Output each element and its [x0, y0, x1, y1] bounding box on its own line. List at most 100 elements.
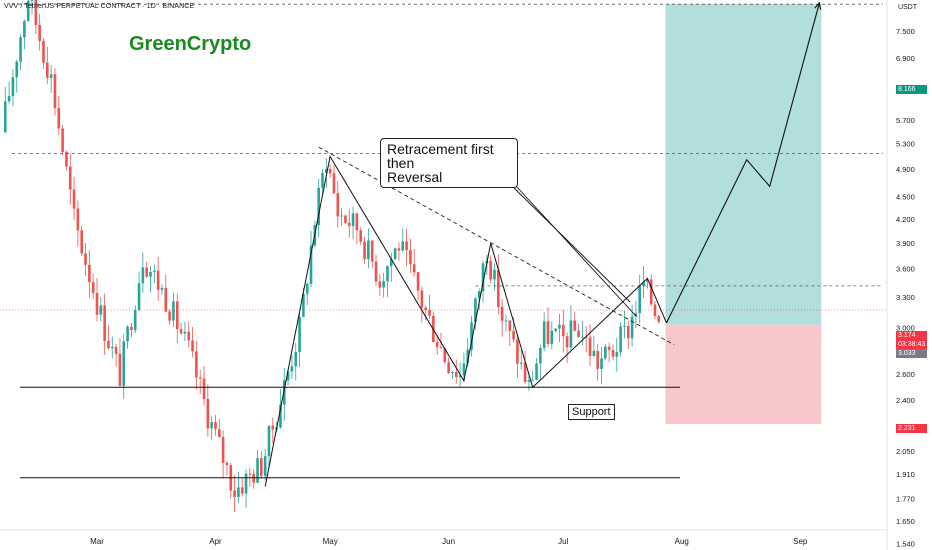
candle-body [600, 358, 603, 369]
time-tick-label: Aug [675, 537, 689, 546]
candle-body [76, 208, 80, 231]
candle-body [156, 270, 160, 290]
candle-body [542, 321, 546, 348]
candle-body [15, 61, 19, 78]
candle-body [462, 363, 466, 376]
candle-body [497, 269, 500, 307]
candle-body [57, 108, 61, 129]
candle-body [187, 331, 191, 341]
candle-body [374, 261, 378, 282]
candle-body [114, 346, 118, 354]
candle-body [397, 248, 401, 251]
candle-body [30, 0, 34, 1]
candle-body [133, 310, 137, 331]
candle-body [504, 320, 508, 322]
candle-body [137, 283, 141, 311]
candle-body [168, 311, 171, 321]
candle-body [183, 331, 187, 334]
candle-body [344, 215, 347, 223]
time-tick-label: Apr [209, 537, 222, 546]
candle-body [130, 326, 133, 331]
candle-body [49, 74, 53, 78]
candle-body [95, 293, 99, 315]
candle-body [649, 279, 653, 305]
candle-body [523, 362, 527, 382]
candle-body [153, 270, 156, 272]
candle-body [233, 490, 236, 497]
time-tick-label: Jun [442, 537, 455, 546]
candle-body [267, 425, 271, 457]
candle-body [46, 62, 49, 78]
candle-body [550, 330, 554, 344]
price-tick-label: 5.300 [896, 140, 915, 149]
candle-body [84, 253, 87, 265]
candle-body [42, 40, 45, 63]
target-price-label: 8.166 [896, 85, 927, 94]
candle-body [214, 422, 217, 430]
candle-body [604, 346, 607, 359]
candle-body [110, 346, 114, 349]
candle-body [19, 37, 22, 62]
candle-body [638, 286, 642, 314]
candle-body [122, 341, 126, 386]
candle-body [218, 429, 221, 438]
candle-body [443, 348, 447, 363]
candle-body [653, 304, 657, 316]
stop-price-label: 2.231 [896, 424, 927, 433]
candlestick-series [3, 0, 661, 512]
candle-body [370, 240, 374, 262]
projection-arrow-head [814, 1, 822, 10]
candle-body [347, 222, 351, 227]
price-tick-label: 3.300 [896, 293, 915, 302]
candle-body [118, 353, 122, 386]
candle-body [546, 321, 550, 344]
candle-body [588, 337, 592, 356]
candle-body [500, 306, 504, 321]
candle-body [149, 271, 152, 277]
candle-body [336, 193, 340, 217]
candle-body [412, 264, 416, 273]
candle-body [237, 487, 240, 497]
candle-body [34, 0, 38, 26]
candle-body [466, 349, 470, 364]
support-label[interactable]: Support [568, 404, 615, 420]
callout-leader-line [511, 185, 631, 303]
candle-body [53, 74, 57, 109]
candle-body [72, 189, 76, 209]
candle-body [454, 372, 458, 378]
drawing-lines [0, 1, 887, 487]
price-tick-label: 1.650 [896, 517, 915, 526]
candle-body [389, 259, 393, 267]
candle-body [569, 320, 573, 348]
candle-body [191, 340, 194, 352]
candle-body [202, 378, 206, 400]
candle-body [103, 305, 106, 341]
candle-body [646, 279, 649, 282]
candle-body [290, 366, 294, 372]
price-tick-label: 6.900 [896, 54, 915, 63]
candle-body [409, 250, 412, 265]
candle-body [175, 301, 179, 330]
candle-body [244, 473, 248, 494]
candle-body [279, 404, 282, 428]
candle-body [581, 336, 584, 338]
candle-body [623, 325, 626, 327]
candle-body [351, 213, 355, 227]
callout-note[interactable]: Retracement first then Reversal [380, 138, 518, 188]
candle-body [107, 340, 110, 349]
price-tick-label: 4.200 [896, 215, 915, 224]
candle-body [626, 325, 630, 339]
candle-body [99, 305, 103, 315]
candle-body [11, 77, 15, 97]
callout-line-3: Reversal [387, 169, 443, 185]
candle-body [527, 380, 531, 382]
candle-body [145, 267, 148, 277]
candle-body [26, 0, 30, 22]
price-tick-label: 4.500 [896, 193, 915, 202]
candle-body [642, 281, 645, 287]
price-tick-label: 3.600 [896, 265, 915, 274]
price-tick-label: 7.500 [896, 27, 915, 36]
candle-body [378, 281, 382, 288]
candle-body [286, 371, 290, 381]
